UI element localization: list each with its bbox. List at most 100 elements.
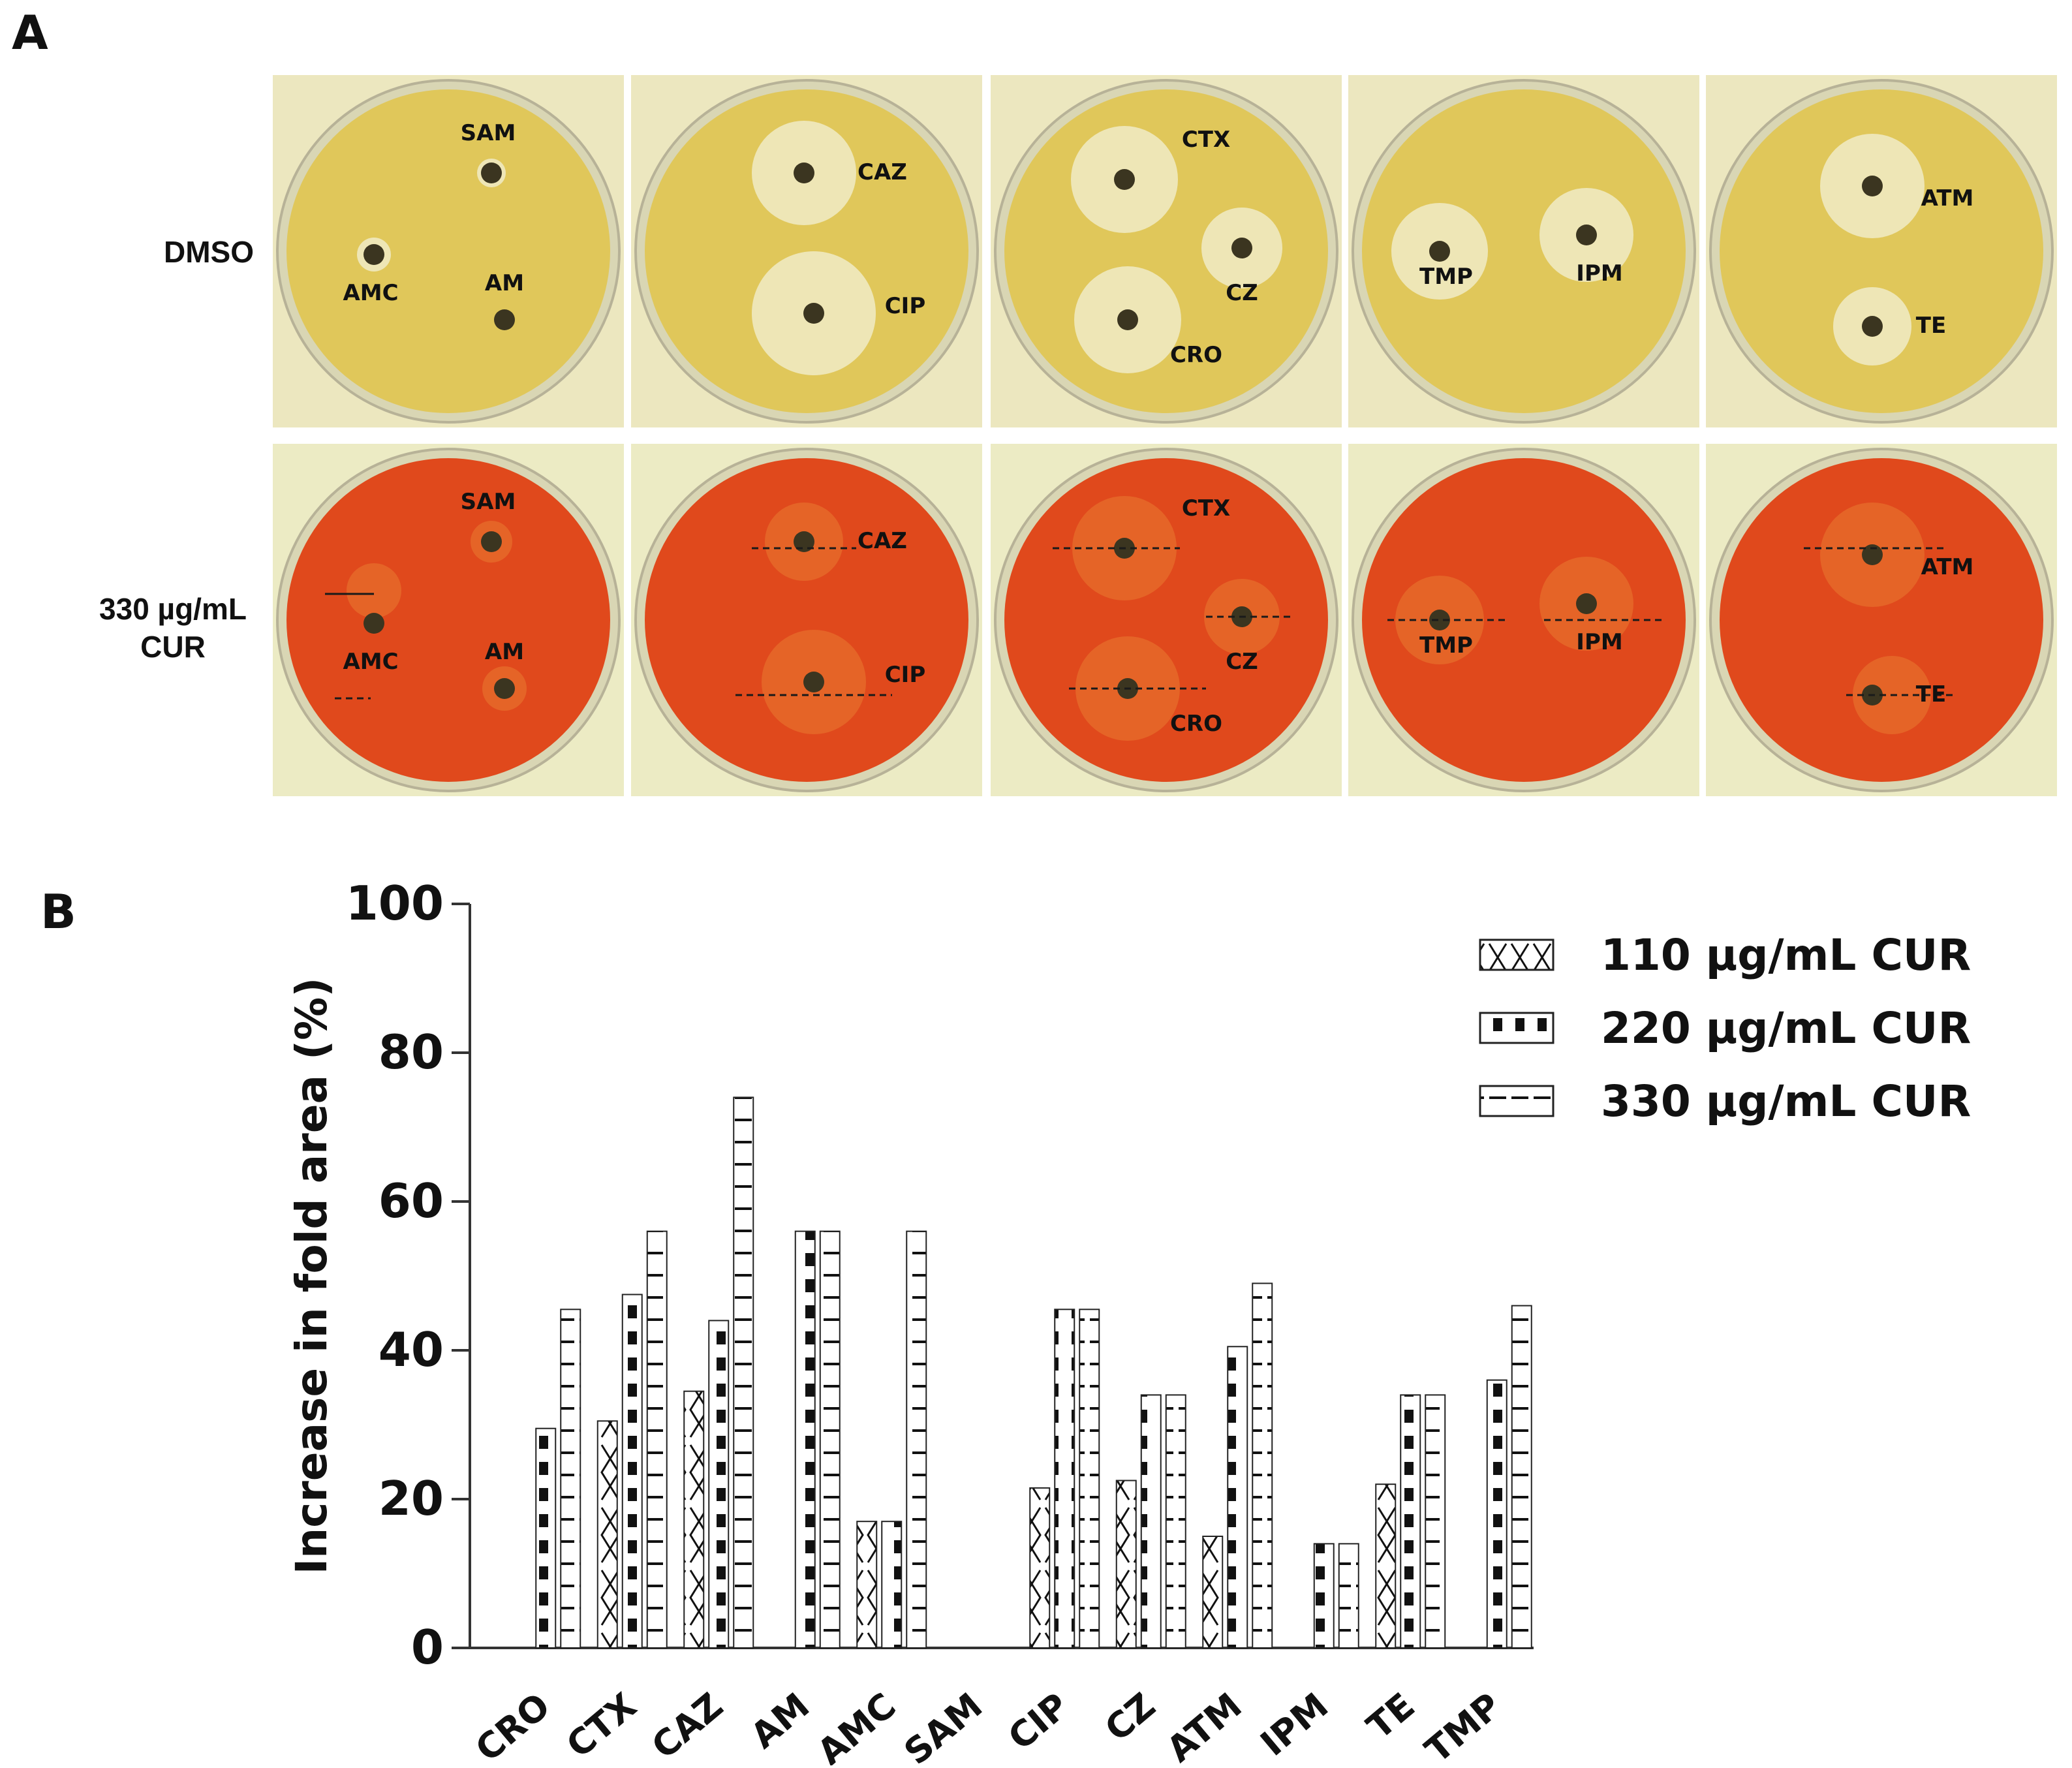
bar-atm-2 [1227,1346,1248,1649]
chart-legend: 110 µg/mL CUR 220 µg/mL CUR 330 µg/mL CUR [1479,930,1971,1126]
legend-swatch-3 [1479,1085,1554,1117]
plate-label-cip: CIP [885,662,926,688]
plate-label-caz: CAZ [858,159,907,185]
plate-dmso-5: ATM TE [1706,75,2057,427]
bar-caz-3 [733,1096,754,1649]
x-tick-label-cz: CZ [1097,1685,1163,1750]
bar-tmp-2 [1486,1379,1508,1649]
plate-label-atm: ATM [1921,554,1974,580]
bar-atm-3 [1252,1282,1273,1649]
plate-label-am: AM [485,639,524,665]
y-axis-label: Increase in fold area (%) [286,978,337,1575]
plate-dmso-1: SAM AMC AM [273,75,624,427]
plate-label-ipm: IPM [1576,260,1622,287]
bar-amc-2 [881,1521,903,1649]
plate-label-amc: AMC [343,649,398,675]
row-label-cur: 330 µg/mL CUR [72,591,274,666]
plate-label-ctx: CTX [1182,495,1230,521]
bar-ipm-3 [1338,1543,1359,1649]
row-label-cur-line1: 330 µg/mL [99,592,247,626]
panel-a-letter: A [12,5,48,60]
legend-label-2: 220 µg/mL CUR [1601,1003,1971,1053]
legend-label-3: 330 µg/mL CUR [1601,1076,1971,1126]
x-tick-label-ipm: IPM [1253,1685,1336,1764]
plate-dmso-4: TMP IPM [1348,75,1699,427]
plate-label-amc: AMC [343,280,398,306]
plate-cur-1: SAM AMC AM [273,444,624,796]
bar-cro-3 [560,1309,581,1649]
bar-ipm-2 [1313,1543,1335,1649]
plate-label-cz: CZ [1226,280,1258,306]
plate-label-tmp: TMP [1419,264,1473,290]
bar-te-2 [1400,1394,1421,1649]
plate-label-ctx: CTX [1182,127,1230,153]
bar-caz-1 [683,1390,705,1649]
plate-label-cip: CIP [885,293,926,319]
legend-swatch-1 [1479,938,1554,971]
x-tick-label-sam: SAM [897,1685,990,1765]
plate-dmso-3: CTX CZ CRO [991,75,1342,427]
bar-cz-3 [1165,1394,1186,1649]
panel-b-letter: B [40,884,76,939]
plate-label-te: TE [1916,681,1946,707]
plate-cur-5: ATM TE [1706,444,2057,796]
row-label-dmso: DMSO [131,234,287,271]
plate-label-sam: SAM [461,489,516,515]
x-tick-label-am: AM [743,1685,817,1757]
y-tick-label-0: 0 [411,1620,444,1675]
y-tick-label-100: 100 [346,876,444,931]
bar-cip-1 [1029,1487,1051,1649]
bar-te-3 [1425,1394,1446,1649]
x-tick-label-caz: CAZ [644,1685,731,1765]
x-tick-label-amc: AMC [810,1685,904,1765]
legend-swatch-2 [1479,1012,1554,1044]
bar-ctx-3 [646,1230,668,1649]
bar-caz-2 [708,1320,730,1649]
bar-tmp-3 [1511,1305,1532,1649]
plate-label-cz: CZ [1226,649,1258,675]
bar-am-2 [794,1230,816,1649]
row-label-cur-line2: CUR [140,629,206,664]
plate-label-atm: ATM [1921,185,1974,211]
x-tick-label-te: TE [1359,1685,1423,1748]
bar-ctx-2 [621,1294,643,1649]
plate-cur-3: CTX CZ CRO [991,444,1342,796]
legend-label-1: 110 µg/mL CUR [1601,930,1971,980]
bar-atm-1 [1202,1536,1224,1649]
chart-bars [535,1096,1532,1649]
plate-cur-4: TMP IPM [1348,444,1699,796]
y-tick-label-40: 40 [379,1322,444,1377]
bar-amc-1 [856,1521,878,1649]
bar-am-3 [819,1230,841,1649]
plate-label-caz: CAZ [858,528,907,554]
bar-te-1 [1375,1483,1397,1649]
bar-cip-3 [1079,1309,1100,1649]
plate-label-te: TE [1916,313,1946,339]
plate-label-sam: SAM [461,120,516,146]
x-tick-label-tmp: TMP [1417,1685,1509,1765]
x-tick-label-ctx: CTX [559,1685,644,1765]
y-tick-label-60: 60 [379,1173,444,1228]
plate-label-cro: CRO [1170,342,1222,368]
plate-label-tmp: TMP [1419,632,1473,659]
y-tick-label-20: 20 [379,1471,444,1526]
plate-label-ipm: IPM [1576,629,1622,655]
bar-cz-2 [1140,1394,1162,1649]
bar-cip-2 [1054,1309,1075,1649]
bar-cro-2 [535,1427,557,1649]
plate-label-am: AM [485,270,524,296]
bar-amc-3 [906,1230,927,1649]
x-tick-label-atm: ATM [1159,1685,1250,1765]
plate-label-cro: CRO [1170,711,1222,737]
x-tick-label-cip: CIP [1000,1685,1077,1758]
plate-cur-2: CAZ CIP [631,444,982,796]
x-tick-label-cro: CRO [468,1685,558,1765]
y-tick-label-80: 80 [379,1025,444,1079]
bar-cz-1 [1115,1480,1137,1649]
bar-ctx-1 [596,1420,618,1649]
row-label-dmso-text: DMSO [164,235,254,269]
plate-dmso-2: CAZ CIP [631,75,982,427]
